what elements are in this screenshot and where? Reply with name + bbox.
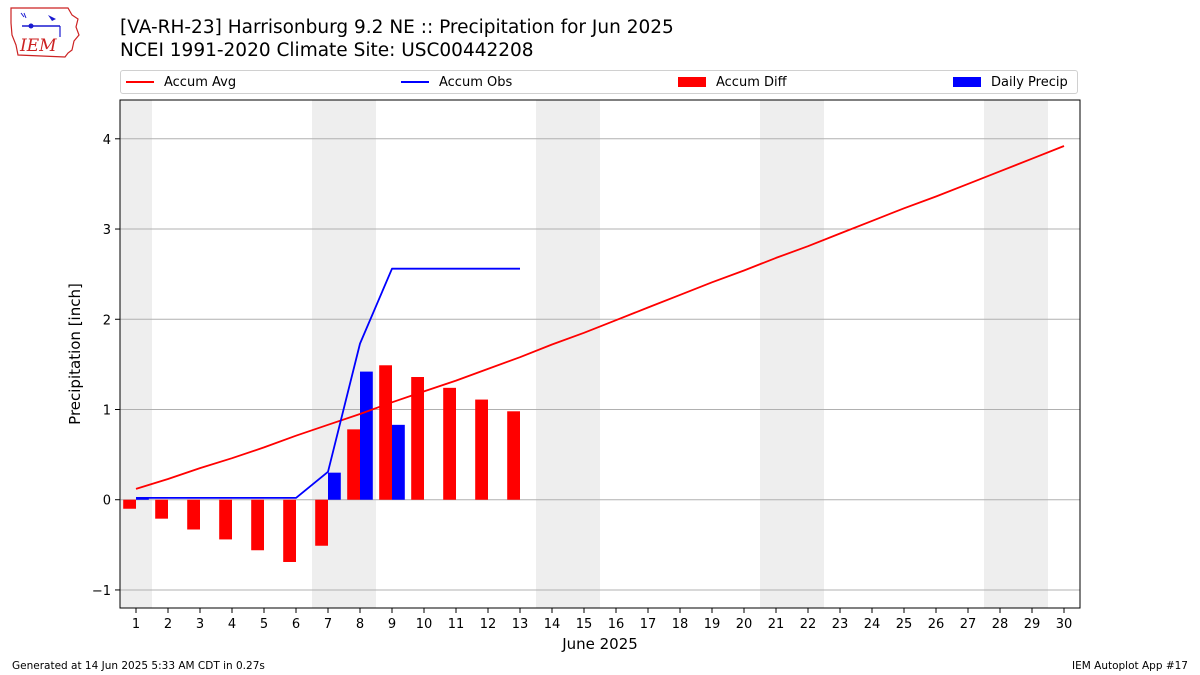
plot-frame [119,99,1081,609]
legend-label-accum-diff: Accum Diff [716,74,787,90]
daily-precip-bar [392,424,405,500]
x-tick-label: 20 [736,617,753,632]
accum-diff-bar [123,499,136,509]
chart-legend: Accum Avg Accum Obs Accum Diff Daily Pre… [120,70,1078,94]
weekend-band-day-29 [1016,100,1048,608]
x-tick-label: 19 [704,617,721,632]
app-credit: IEM Autoplot App #17 [1072,660,1188,672]
weekend-band-day-28 [984,100,1016,608]
y-tick-label: 4 [103,133,111,148]
x-tick-label: 11 [448,617,465,632]
accum-diff-bar [411,377,424,500]
x-tick-label: 18 [672,617,689,632]
accum-diff-bar [475,399,488,500]
legend-label-daily-precip: Daily Precip [991,74,1068,90]
accum-diff-bar [379,365,392,500]
x-tick-label: 28 [992,617,1009,632]
generated-note: Generated at 14 Jun 2025 5:33 AM CDT in … [12,660,265,672]
legend-swatch-daily-precip [953,77,981,87]
x-tick-label: 17 [640,617,657,632]
accum-diff-bar [347,429,360,500]
legend-swatch-accum-obs [401,81,429,83]
weekend-band-day-8 [344,100,376,608]
accum-avg-line [135,145,1065,490]
accum-diff-bar [251,499,264,551]
daily-precip-bar [360,371,373,500]
legend-label-accum-obs: Accum Obs [439,74,513,90]
legend-item-accum-avg: Accum Avg [126,71,236,93]
y-tick-label: −1 [92,584,111,599]
x-tick-label: 4 [228,617,236,632]
legend-item-accum-diff: Accum Diff [678,71,787,93]
accum-obs-line [136,267,520,499]
chart-title: [VA-RH-23] Harrisonburg 9.2 NE :: Precip… [120,17,674,38]
logo-text: IEM [19,36,57,56]
x-tick-label: 16 [608,617,625,632]
x-tick-label: 26 [928,617,945,632]
accum-diff-bar [443,387,456,500]
weekend-band-day-1 [120,100,152,608]
x-tick-label: 8 [356,617,364,632]
x-tick-label: 23 [832,617,849,632]
x-tick-label: 22 [800,617,817,632]
weekend-band-day-15 [568,100,600,608]
x-tick-label: 13 [512,617,529,632]
iowa-state-outline-icon [10,7,80,58]
accum-diff-bar [155,499,168,519]
daily-precip-bar [328,472,341,500]
x-tick-label: 15 [576,617,593,632]
legend-label-accum-avg: Accum Avg [164,74,237,90]
x-tick-label: 25 [896,617,913,632]
x-tick-label: 30 [1056,617,1073,632]
x-tick-label: 7 [324,617,332,632]
weekend-band-day-21 [760,100,792,608]
x-tick-label: 14 [544,617,561,632]
y-tick-label: 2 [103,313,111,328]
chart-subtitle: NCEI 1991-2020 Climate Site: USC00442208 [120,40,534,61]
y-tick-label: 1 [103,403,111,418]
weekend-band-day-22 [792,100,824,608]
legend-item-daily-precip: Daily Precip [953,71,1068,93]
iem-logo: IEM [10,7,80,58]
x-tick-label: 3 [196,617,204,632]
legend-item-accum-obs: Accum Obs [401,71,512,93]
x-tick-label: 9 [388,617,396,632]
legend-swatch-accum-diff [678,77,706,87]
x-tick-label: 5 [260,617,268,632]
legend-swatch-accum-avg [126,81,154,83]
accum-diff-bar [507,411,520,500]
x-tick-label: 29 [1024,617,1041,632]
y-axis-label: Precipitation [inch] [66,283,84,425]
daily-precip-bar [136,497,149,500]
x-tick-label: 1 [132,617,140,632]
x-tick-label: 24 [864,617,881,632]
accum-diff-bar [283,499,296,562]
y-tick-label: 3 [103,223,111,238]
x-tick-label: 21 [768,617,785,632]
x-tick-label: 27 [960,617,977,632]
x-axis-label: June 2025 [561,635,638,653]
x-tick-label: 6 [292,617,300,632]
x-tick-label: 12 [480,617,497,632]
accum-diff-bar [187,499,200,530]
weekend-band-day-14 [536,100,568,608]
x-tick-label: 10 [416,617,433,632]
accum-diff-bar [315,499,328,546]
y-tick-label: 0 [103,494,111,509]
accum-diff-bar [219,499,232,540]
x-tick-label: 2 [164,617,172,632]
